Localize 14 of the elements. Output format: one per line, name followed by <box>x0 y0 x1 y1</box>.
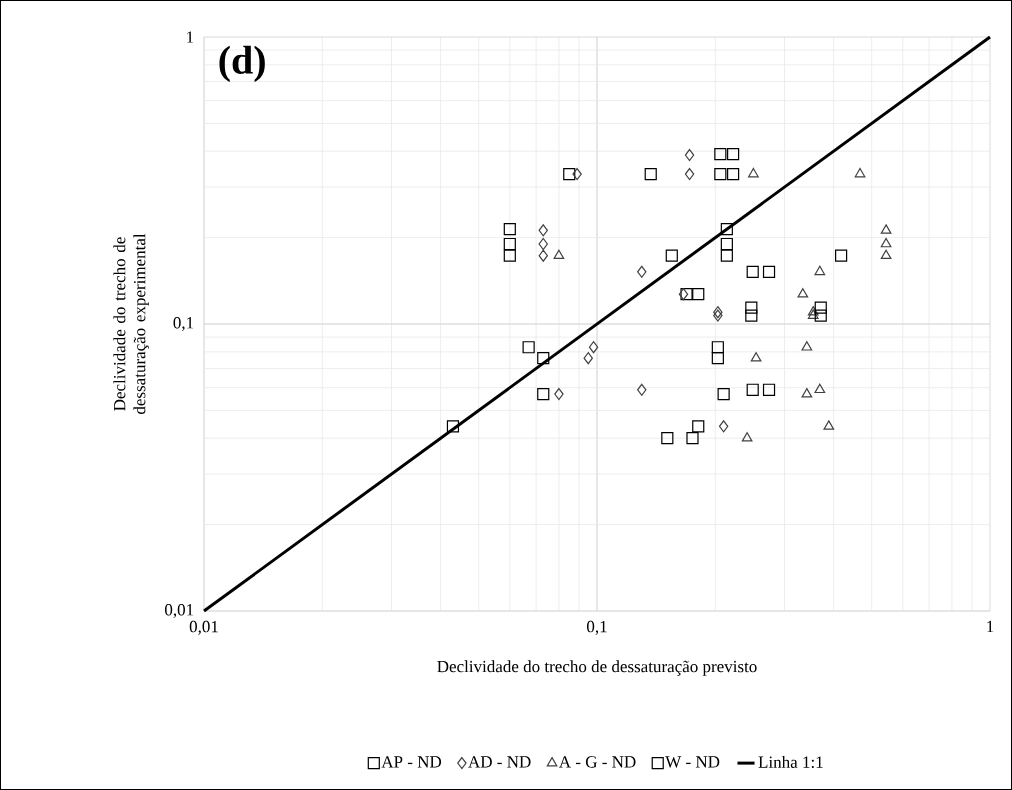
legend-label: AD - ND <box>468 756 531 768</box>
y-tick-label: 1 <box>187 31 194 43</box>
annotation: (d) <box>219 45 265 83</box>
x-axis-title: Declividade do trecho de dessaturação previsto <box>437 660 757 676</box>
x-tick-label: 0,01 <box>189 620 218 635</box>
y-axis-title: Declividade do trecho de dessaturação experimental <box>113 233 149 415</box>
legend-label: Linha 1:1 <box>758 755 823 768</box>
x-tick-label: 0,1 <box>587 620 607 635</box>
legend-label: A - G - ND <box>558 756 636 768</box>
y-tick-label: 0,01 <box>165 604 194 618</box>
y-tick-label: 0,1 <box>173 317 194 331</box>
legend-label: W - ND <box>665 756 720 768</box>
legend-label: AP - ND <box>381 756 442 768</box>
x-tick-label: 1 <box>987 620 994 633</box>
